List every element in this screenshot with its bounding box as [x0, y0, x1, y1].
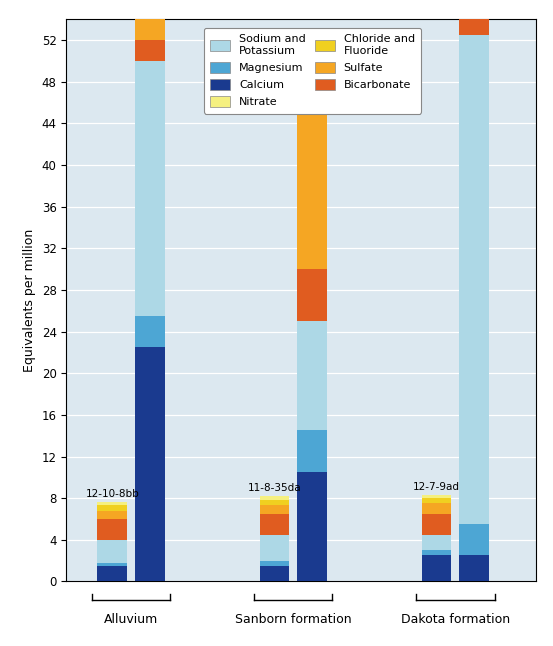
Text: Sanborn formation: Sanborn formation	[235, 612, 352, 625]
Bar	[298, 92, 327, 98]
Bar	[97, 503, 127, 505]
Bar	[460, 524, 489, 556]
Bar	[97, 519, 127, 540]
Bar	[421, 503, 451, 514]
Y-axis label: Equivalents per million: Equivalents per million	[23, 229, 36, 372]
Text: 11-8-35da: 11-8-35da	[248, 483, 301, 493]
Text: Alluvium: Alluvium	[104, 612, 158, 625]
Bar	[259, 505, 289, 514]
Bar	[259, 496, 289, 500]
Bar	[298, 103, 327, 269]
Text: 12-7-9ad: 12-7-9ad	[413, 482, 460, 492]
Bar	[421, 498, 451, 503]
Text: Dakota formation: Dakota formation	[401, 612, 510, 625]
Bar	[97, 566, 127, 581]
Bar	[298, 430, 327, 472]
Bar	[298, 269, 327, 321]
Bar	[259, 514, 289, 535]
Bar	[97, 505, 127, 510]
Bar	[135, 348, 165, 581]
Bar	[259, 566, 289, 581]
Bar	[421, 514, 451, 535]
Legend: Sodium and
Potassium, Magnesium, Calcium, Nitrate, Chloride and
Fluoride, Sulfat: Sodium and Potassium, Magnesium, Calcium…	[204, 28, 421, 114]
Bar	[135, 40, 165, 61]
Bar	[259, 561, 289, 566]
Bar	[460, 35, 489, 524]
Bar	[298, 321, 327, 430]
Bar	[259, 500, 289, 505]
Bar	[97, 563, 127, 566]
Bar	[460, 556, 489, 581]
Bar	[259, 535, 289, 561]
Bar	[298, 472, 327, 581]
Bar	[135, 316, 165, 348]
Bar	[421, 550, 451, 556]
Bar	[421, 535, 451, 550]
Bar	[421, 556, 451, 581]
Text: 12-10-8bb: 12-10-8bb	[85, 489, 139, 499]
Bar	[460, 0, 489, 35]
Text: 12-6-25bb: 12-6-25bb	[285, 79, 339, 89]
Bar	[97, 540, 127, 563]
Bar	[135, 61, 165, 316]
Bar	[298, 98, 327, 103]
Bar	[421, 495, 451, 498]
Bar	[97, 510, 127, 519]
Bar	[135, 0, 165, 40]
